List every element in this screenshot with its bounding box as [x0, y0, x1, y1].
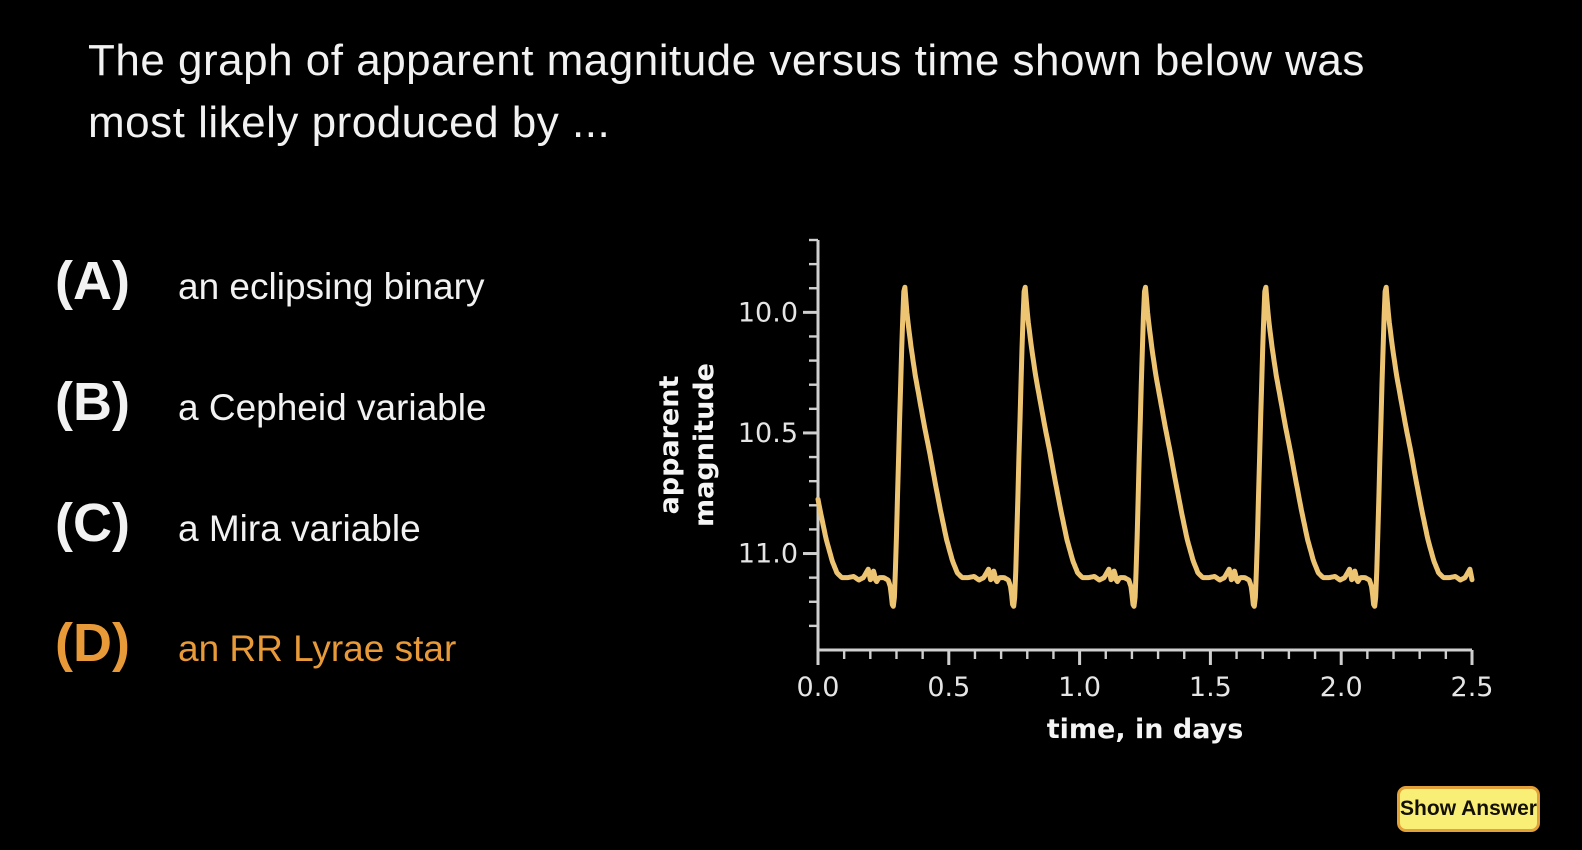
svg-text:2.5: 2.5: [1451, 672, 1494, 703]
svg-text:1.0: 1.0: [1058, 672, 1101, 703]
question-text: The graph of apparent magnitude versus t…: [88, 30, 1528, 154]
light-curve-svg: 10.0 10.5 11.0 0.0 0.5 1.0 1.5 2.0 2.5 time, in d…: [654, 238, 1494, 745]
svg-text:1.5: 1.5: [1189, 672, 1232, 703]
svg-text:0.0: 0.0: [797, 672, 840, 703]
option-c-text: a Mira variable: [178, 508, 421, 549]
option-a-label: (A): [55, 251, 130, 311]
option-b-label: (B): [55, 372, 130, 432]
option-b[interactable]: (B) a Cepheid variable: [55, 371, 487, 433]
y-axis-title-line-2: magnitude: [689, 363, 720, 527]
options-list: (A) an eclipsing binary (B) a Cepheid va…: [0, 0, 640, 850]
svg-text:2.0: 2.0: [1320, 672, 1363, 703]
option-a-text: an eclipsing binary: [178, 266, 485, 307]
option-c-label: (C): [55, 493, 130, 553]
option-b-text: a Cepheid variable: [178, 387, 487, 428]
option-d[interactable]: (D) an RR Lyrae star: [55, 612, 456, 674]
light-curve-chart: 10.0 10.5 11.0 0.0 0.5 1.0 1.5 2.0 2.5 time, in d…: [640, 220, 1520, 760]
question-line-2: most likely produced by ...: [88, 98, 611, 147]
svg-text:10.5: 10.5: [738, 418, 798, 449]
svg-text:11.0: 11.0: [738, 539, 798, 570]
question-line-1: The graph of apparent magnitude versus t…: [88, 36, 1365, 85]
option-a[interactable]: (A) an eclipsing binary: [55, 250, 484, 312]
light-curve-line: [815, 284, 1475, 609]
option-c[interactable]: (C) a Mira variable: [55, 492, 421, 554]
y-axis-title-line-1: apparent: [654, 375, 685, 514]
svg-text:10.0: 10.0: [738, 297, 798, 328]
show-answer-button[interactable]: Show Answer: [1397, 786, 1540, 832]
x-axis-title: time, in days: [1047, 714, 1244, 745]
svg-text:0.5: 0.5: [927, 672, 970, 703]
option-d-text: an RR Lyrae star: [178, 628, 457, 669]
option-d-label: (D): [55, 613, 130, 673]
